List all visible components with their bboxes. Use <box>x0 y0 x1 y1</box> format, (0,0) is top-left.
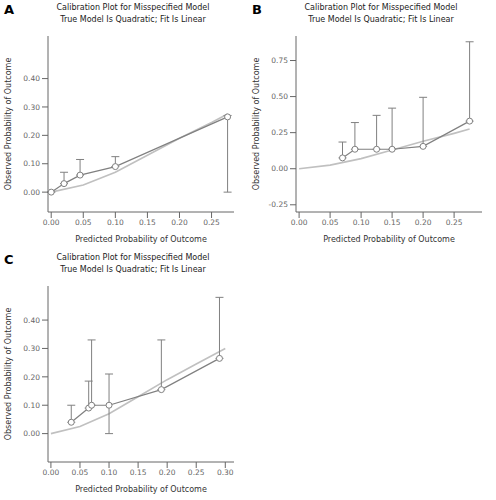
svg-text:0.00: 0.00 <box>271 164 288 173</box>
svg-text:0.00: 0.00 <box>43 218 60 227</box>
svg-text:-0.25: -0.25 <box>269 200 289 209</box>
svg-text:0.10: 0.10 <box>101 468 118 477</box>
svg-text:0.20: 0.20 <box>23 373 40 382</box>
html-text:Calibration Plot for Misspecif: Calibration Plot for Misspecified Model <box>56 253 210 262</box>
svg-text:0.05: 0.05 <box>75 218 92 227</box>
svg-text:0.75: 0.75 <box>271 56 288 65</box>
svg-text:Observed Probability of Outcom: Observed Probability of Outcome <box>252 58 261 191</box>
svg-text:0.20: 0.20 <box>171 218 188 227</box>
svg-text:0.15: 0.15 <box>139 218 156 227</box>
svg-text:0.10: 0.10 <box>107 218 124 227</box>
svg-text:0.15: 0.15 <box>384 218 401 227</box>
svg-text:0.30: 0.30 <box>217 468 234 477</box>
svg-text:0.10: 0.10 <box>353 218 370 227</box>
svg-text:0.10: 0.10 <box>23 401 40 410</box>
svg-text:0.25: 0.25 <box>203 218 220 227</box>
html-text:True Model Is Quadratic; Fit I: True Model Is Quadratic; Fit Is Linear <box>60 265 206 274</box>
html-text:B: B <box>252 2 262 17</box>
html-text:True Model Is Quadratic; Fit I: True Model Is Quadratic; Fit Is Linear <box>308 15 454 24</box>
svg-text:0.05: 0.05 <box>72 468 89 477</box>
svg-text:0.25: 0.25 <box>271 128 288 137</box>
svg-text:0.30: 0.30 <box>23 344 40 353</box>
html-text:C: C <box>4 252 14 267</box>
svg-text:0.50: 0.50 <box>271 92 288 101</box>
svg-text:0.10: 0.10 <box>23 159 40 168</box>
svg-text:0.15: 0.15 <box>130 468 147 477</box>
svg-text:0.20: 0.20 <box>415 218 432 227</box>
svg-text:0.25: 0.25 <box>188 468 205 477</box>
svg-text:0.00: 0.00 <box>23 188 40 197</box>
svg-text:Predicted Probability of Outco: Predicted Probability of Outcome <box>323 235 455 244</box>
svg-text:0.00: 0.00 <box>23 429 40 438</box>
svg-text:0.40: 0.40 <box>23 74 40 83</box>
svg-text:Predicted Probability of Outco: Predicted Probability of Outcome <box>75 235 207 244</box>
svg-text:0.20: 0.20 <box>23 131 40 140</box>
html-text:Calibration Plot for Misspecif: Calibration Plot for Misspecified Model <box>56 3 210 12</box>
svg-text:0.25: 0.25 <box>446 218 463 227</box>
svg-text:0.20: 0.20 <box>159 468 176 477</box>
html-text:Calibration Plot for Misspecif: Calibration Plot for Misspecified Model <box>304 3 458 12</box>
svg-text:0.05: 0.05 <box>322 218 339 227</box>
html-text:True Model Is Quadratic; Fit I: True Model Is Quadratic; Fit Is Linear <box>60 15 206 24</box>
svg-text:0.00: 0.00 <box>43 468 60 477</box>
html-text:A: A <box>4 2 15 17</box>
svg-text:Observed Probability of Outcom: Observed Probability of Outcome <box>8 58 13 191</box>
svg-text:0.40: 0.40 <box>23 316 40 325</box>
svg-text:0.30: 0.30 <box>23 103 40 112</box>
svg-text:0.00: 0.00 <box>291 218 308 227</box>
svg-text:Predicted Probability of Outco: Predicted Probability of Outcome <box>75 485 207 494</box>
svg-text:Observed Probability of Outcom: Observed Probability of Outcome <box>8 308 13 441</box>
